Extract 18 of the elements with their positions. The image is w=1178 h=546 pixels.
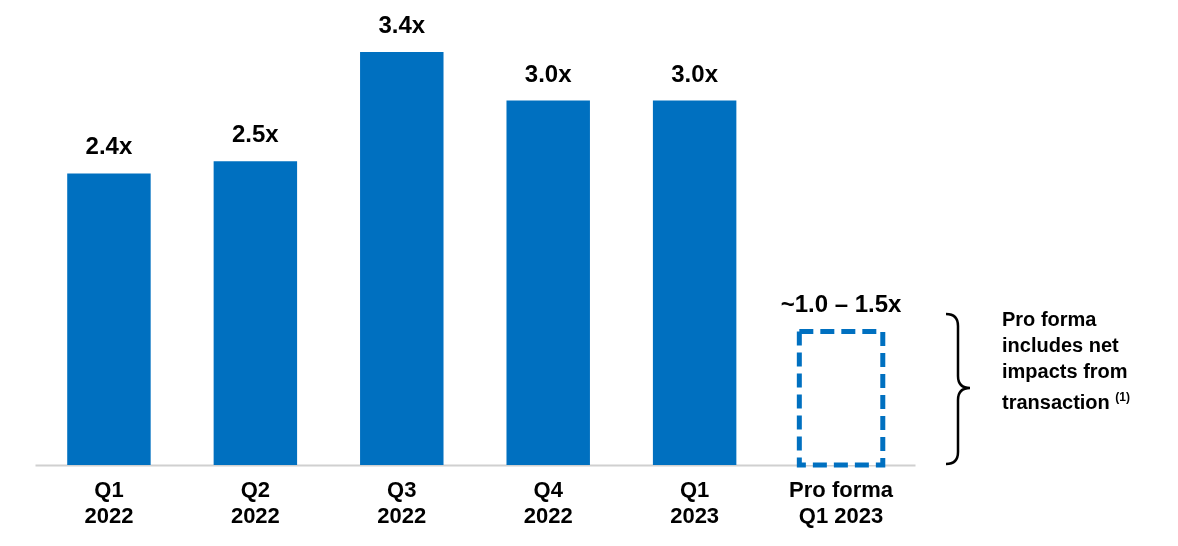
data-label: ~1.0 – 1.5x xyxy=(780,290,903,318)
data-label: 2.4x xyxy=(85,132,133,160)
x-tick-label: Q3 2022 xyxy=(377,476,427,528)
bar xyxy=(506,100,590,465)
x-tick-label: Q2 2022 xyxy=(230,476,280,528)
bar xyxy=(652,100,737,465)
bar xyxy=(213,161,298,465)
x-tick-label: Q1 2023 xyxy=(670,476,720,528)
data-label: 3.0x xyxy=(671,59,719,87)
x-tick-label: Pro forma Q1 2023 xyxy=(789,476,894,528)
x-tick-label: Q4 2022 xyxy=(523,476,573,528)
bar xyxy=(360,52,444,465)
data-label: 3.0x xyxy=(524,59,573,87)
data-label: 2.5x xyxy=(232,120,280,148)
data-label: 3.4x xyxy=(378,11,426,38)
text: Pro forma includes net impacts from transaction $^{(1)}$ xyxy=(1002,307,1132,415)
x-tick-label: Q1 2022 xyxy=(84,476,134,528)
bar xyxy=(67,173,151,465)
